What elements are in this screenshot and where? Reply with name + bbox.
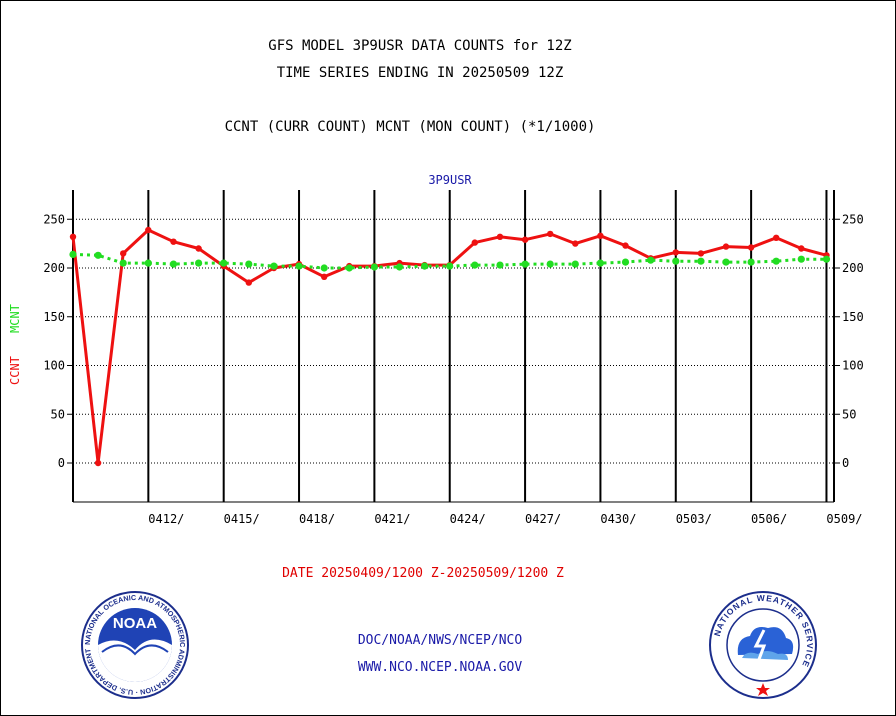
date-range: DATE 20250409/1200 Z-20250509/1200 Z: [282, 566, 564, 581]
y-tick-label-left: 50: [51, 407, 65, 421]
y-tick-label-left: 150: [43, 310, 65, 324]
point-mcnt: [747, 258, 755, 266]
y-tick-label-left: 0: [58, 456, 65, 470]
point-ccnt: [145, 226, 152, 234]
point-ccnt: [547, 230, 554, 238]
point-mcnt: [295, 262, 303, 270]
chart-title-line2: TIME SERIES ENDING IN 20250509 12Z: [276, 65, 564, 81]
point-mcnt: [144, 259, 152, 267]
x-tick-label: 0421/: [374, 512, 410, 526]
y-tick-label-right: 50: [842, 407, 856, 421]
x-tick-label: 0424/: [450, 512, 486, 526]
point-ccnt: [521, 236, 529, 243]
point-ccnt: [120, 250, 127, 257]
point-ccnt: [622, 242, 629, 249]
y-axis-label-mcnt: MCNT: [8, 304, 22, 333]
point-mcnt: [94, 251, 102, 259]
point-mcnt: [672, 257, 680, 265]
axes: [67, 190, 840, 503]
chart-subtitle: CCNT (CURR COUNT) MCNT (MON COUNT) (*1/1…: [224, 119, 596, 135]
point-mcnt: [797, 255, 805, 263]
point-mcnt: [320, 264, 328, 272]
y-axis-label-ccnt: CCNT: [8, 356, 22, 385]
point-mcnt: [496, 261, 504, 269]
point-ccnt: [496, 233, 504, 240]
y-tick-label-left: 100: [43, 359, 65, 373]
point-ccnt: [245, 279, 252, 286]
point-mcnt: [446, 262, 454, 270]
point-mcnt: [521, 260, 529, 268]
point-ccnt: [471, 239, 478, 246]
point-mcnt: [722, 258, 730, 266]
point-ccnt: [321, 273, 328, 280]
y-tick-label-right: 100: [842, 359, 864, 373]
point-mcnt: [647, 256, 655, 264]
point-mcnt: [421, 262, 429, 270]
point-mcnt: [220, 259, 228, 267]
x-tick-label: 0412/: [148, 512, 184, 526]
y-tick-label-right: 200: [842, 261, 864, 275]
point-ccnt: [722, 243, 730, 250]
point-mcnt: [345, 264, 353, 272]
point-mcnt: [822, 255, 831, 263]
grid: [73, 190, 834, 502]
x-tick-label: 0415/: [224, 512, 260, 526]
point-ccnt: [773, 234, 780, 241]
point-ccnt: [94, 459, 102, 467]
x-tick-label: 0427/: [525, 512, 561, 526]
footer-link-doc[interactable]: DOC/NOAA/NWS/NCEP/NCO: [357, 633, 523, 648]
nws-star-icon: [756, 683, 770, 696]
y-tick-label-right: 250: [842, 212, 864, 226]
point-ccnt: [170, 238, 177, 245]
point-ccnt: [798, 245, 805, 252]
x-tick-label: 0506/: [751, 512, 787, 526]
point-mcnt: [571, 260, 579, 268]
chart-title-line1: GFS MODEL 3P9USR DATA COUNTS for 12Z: [268, 38, 572, 54]
point-ccnt: [597, 232, 604, 239]
y-tick-label-left: 250: [43, 212, 65, 226]
nws-logo[interactable]: NATIONAL WEATHER SERVICE: [708, 590, 818, 700]
series-layer: [69, 226, 831, 467]
x-tick-label: 0418/: [299, 512, 335, 526]
point-ccnt: [195, 245, 202, 252]
point-mcnt: [772, 257, 780, 265]
point-mcnt: [245, 260, 253, 268]
point-mcnt: [471, 261, 479, 269]
point-mcnt: [195, 259, 203, 267]
x-tick-label: 0430/: [600, 512, 636, 526]
footer-link-website[interactable]: WWW.NCO.NCEP.NOAA.GOV: [357, 660, 523, 675]
point-mcnt: [546, 260, 554, 268]
point-mcnt: [596, 259, 605, 267]
point-ccnt: [572, 240, 579, 247]
point-mcnt: [395, 263, 404, 271]
point-ccnt: [697, 250, 705, 257]
y-tick-label-right: 150: [842, 310, 864, 324]
noaa-logo[interactable]: NOAA NATIONAL OCEANIC AND ATMOSPHERIC AD…: [80, 590, 190, 700]
point-mcnt: [69, 250, 77, 258]
noaa-logo-text: NOAA: [113, 615, 157, 632]
point-mcnt: [169, 260, 178, 268]
point-mcnt: [621, 258, 630, 266]
point-mcnt: [697, 257, 705, 265]
tick-labels: 0 0 50 50 100 100 150 150 200 200 250 250 0412/0415/…: [43, 212, 863, 526]
y-tick-label-left: 200: [43, 261, 65, 275]
point-mcnt: [270, 262, 278, 270]
x-tick-label: 0503/: [676, 512, 712, 526]
point-ccnt: [747, 244, 755, 251]
point-mcnt: [119, 259, 127, 267]
point-ccnt: [672, 249, 679, 256]
point-ccnt: [69, 233, 77, 240]
point-mcnt: [370, 263, 378, 271]
x-tick-label: 0509/: [826, 512, 862, 526]
y-tick-label-right: 0: [842, 456, 849, 470]
y-axis-label: CCNT MCNT: [8, 304, 22, 385]
plot-title: 3P9USR: [428, 173, 472, 187]
